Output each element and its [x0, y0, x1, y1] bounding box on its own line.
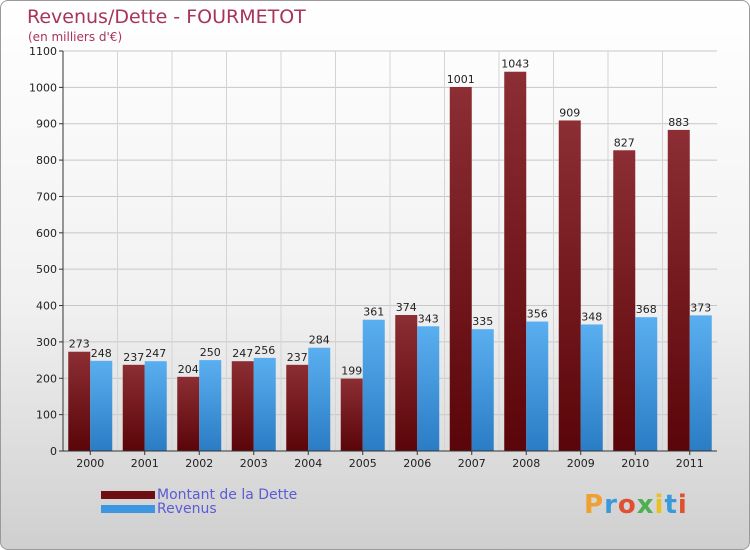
- bar-revenue-2004: [308, 347, 331, 451]
- bar-debt-2006: [395, 315, 418, 451]
- data-label-revenue-2009: 348: [581, 310, 602, 323]
- bar-revenue-2009: [580, 324, 603, 451]
- bar-revenue-2000: [90, 360, 113, 451]
- bar-debt-2001: [122, 364, 145, 451]
- x-tick-label: 2005: [349, 457, 377, 470]
- x-tick-label: 2006: [403, 457, 431, 470]
- data-label-revenue-2005: 361: [363, 306, 384, 319]
- data-label-debt-2000: 273: [69, 338, 90, 351]
- data-label-revenue-2004: 284: [309, 334, 330, 347]
- bar-debt-2010: [613, 150, 636, 452]
- y-tick-label: 200: [36, 372, 57, 385]
- bar-debt-2004: [286, 364, 309, 451]
- legend-label-debt: Montant de la Dette: [157, 487, 298, 503]
- data-label-debt-2011: 883: [668, 116, 689, 129]
- x-tick-label: 2011: [676, 457, 704, 470]
- bar-revenue-2011: [689, 315, 712, 451]
- bar-debt-2008: [504, 71, 527, 452]
- logo-letter: i: [654, 490, 665, 520]
- bar-revenue-2010: [635, 317, 658, 451]
- bar-revenue-2005: [362, 319, 385, 451]
- bar-revenue-2007: [471, 329, 494, 451]
- data-label-revenue-2010: 368: [636, 303, 657, 316]
- legend-item-revenue: Revenus: [101, 501, 217, 517]
- x-tick-label: 2008: [512, 457, 540, 470]
- bar-debt-2009: [558, 120, 581, 452]
- bar-revenue-2006: [417, 326, 440, 451]
- bar-revenue-2008: [526, 321, 549, 451]
- x-tick-label: 2007: [458, 457, 486, 470]
- data-label-debt-2006: 374: [396, 301, 417, 314]
- logo-letter: o: [617, 490, 637, 520]
- data-label-debt-2010: 827: [614, 136, 635, 149]
- y-tick-label: 800: [36, 154, 57, 167]
- data-label-debt-2003: 247: [232, 347, 253, 360]
- chart-title: Revenus/Dette - FOURMETOT: [27, 6, 306, 28]
- x-tick-label: 2010: [621, 457, 649, 470]
- x-tick-label: 2009: [567, 457, 595, 470]
- x-tick-label: 2003: [240, 457, 268, 470]
- bar-debt-2005: [340, 378, 363, 451]
- data-label-debt-2004: 237: [287, 351, 308, 364]
- data-label-debt-2007: 1001: [447, 73, 475, 86]
- y-tick-label: 1000: [29, 81, 57, 94]
- chart-subtitle: (en milliers d'€): [28, 30, 123, 44]
- bar-revenue-2003: [253, 357, 276, 451]
- data-label-debt-2002: 204: [178, 363, 199, 376]
- logo-letter: x: [636, 490, 655, 520]
- data-label-revenue-2006: 343: [418, 312, 439, 325]
- y-tick-label: 900: [36, 118, 57, 131]
- x-tick-label: 2000: [76, 457, 104, 470]
- y-tick-label: 100: [36, 409, 57, 422]
- data-label-revenue-2003: 256: [254, 344, 275, 357]
- y-tick-label: 0: [50, 445, 57, 458]
- data-label-debt-2009: 909: [559, 106, 580, 119]
- data-label-debt-2008: 1043: [501, 58, 529, 71]
- logo-letter: P: [584, 490, 605, 520]
- y-tick-label: 600: [36, 227, 57, 240]
- bar-debt-2011: [667, 129, 690, 451]
- x-tick-label: 2002: [185, 457, 213, 470]
- bar-debt-2007: [449, 87, 472, 451]
- proxiti-logo: Proxiti: [584, 490, 688, 520]
- y-tick-label: 500: [36, 263, 57, 276]
- legend-swatch-revenue: [101, 505, 155, 513]
- bar-debt-2000: [68, 351, 91, 451]
- bar-revenue-2002: [199, 360, 222, 451]
- legend-item-debt: Montant de la Dette: [101, 487, 297, 503]
- x-tick-label: 2004: [294, 457, 322, 470]
- bar-revenue-2001: [144, 361, 167, 451]
- x-tick-label: 2001: [131, 457, 159, 470]
- y-tick-label: 400: [36, 300, 57, 313]
- y-tick-label: 1100: [29, 45, 57, 58]
- data-label-revenue-2002: 250: [200, 346, 221, 359]
- data-label-revenue-2008: 356: [527, 308, 548, 321]
- bar-debt-2002: [177, 376, 200, 451]
- data-label-revenue-2001: 247: [145, 347, 166, 360]
- y-tick-label: 700: [36, 190, 57, 203]
- y-tick-label: 300: [36, 336, 57, 349]
- logo-letter: i: [677, 490, 688, 520]
- data-label-revenue-2011: 373: [690, 301, 711, 314]
- legend-label-revenue: Revenus: [157, 501, 217, 517]
- data-label-debt-2005: 199: [341, 365, 362, 378]
- data-label-revenue-2000: 248: [91, 347, 112, 360]
- data-label-revenue-2007: 335: [472, 315, 493, 328]
- logo-letter: r: [604, 490, 618, 520]
- data-label-debt-2001: 237: [123, 351, 144, 364]
- logo-letter: t: [664, 490, 678, 520]
- bar-debt-2003: [231, 361, 254, 451]
- legend-swatch-debt: [101, 491, 155, 499]
